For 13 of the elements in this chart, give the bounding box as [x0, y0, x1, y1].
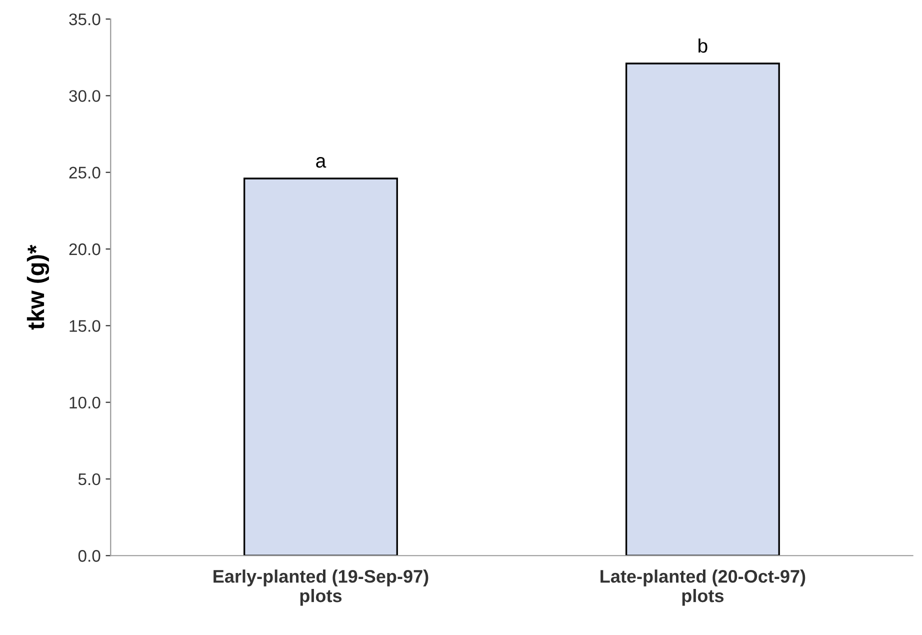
y-axis-title: tkw (g)*	[26, 244, 50, 330]
annotation: a	[316, 157, 326, 168]
y-tick-label: 20.0	[69, 243, 100, 256]
y-tick-label: 10.0	[70, 396, 100, 409]
y-tick-label: 25.0	[69, 166, 100, 179]
y-tick-label: 30.0	[69, 90, 100, 102]
x-tick-label: Early-planted (19-Sep-97) plots	[214, 570, 428, 606]
y-tick-label: 5.0	[78, 473, 100, 486]
y-tick-label: 0.0	[78, 550, 100, 562]
annotation: b	[698, 38, 708, 53]
y-tick-label: 35.0	[69, 13, 100, 26]
x-tick-label: Late-planted (20-Oct-97) plots	[600, 570, 806, 606]
y-tick-label: 15.0	[70, 320, 100, 332]
